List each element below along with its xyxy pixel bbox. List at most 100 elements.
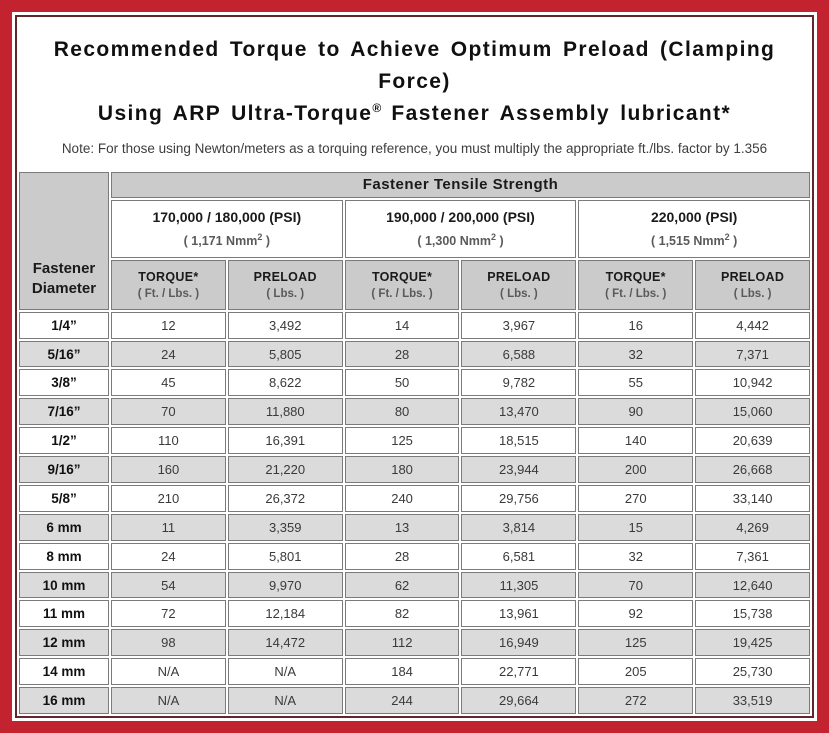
table-row: 5/8” 210 26,372 240 29,756 270 33,140 xyxy=(19,484,810,512)
value-cell: 270 xyxy=(578,484,694,512)
table-row: 5/16” 24 5,805 28 6,588 32 7,371 xyxy=(19,340,810,368)
psi-group-header-3: 220,000 (PSI) ( 1,515 Nmm2 ) xyxy=(578,199,810,258)
value-cell: 15,738 xyxy=(695,600,810,628)
value-cell: 26,372 xyxy=(227,484,343,512)
value-cell: 7,371 xyxy=(695,340,810,368)
preload-column-header-1: PRELOAD ( Lbs. ) xyxy=(227,259,343,310)
value-cell: 24 xyxy=(111,542,226,570)
table-row: 9/16” 160 21,220 180 23,944 200 26,668 xyxy=(19,456,810,483)
value-cell: 19,425 xyxy=(695,629,810,657)
value-cell: 200 xyxy=(578,456,694,483)
table-row: 6 mm 11 3,359 13 3,814 15 4,269 xyxy=(19,513,810,541)
diameter-cell: 7/16” xyxy=(19,398,109,426)
value-cell: 29,664 xyxy=(461,687,577,714)
nmm-superscript: 2 xyxy=(257,232,263,243)
tensile-header-row: Fastener Diameter Fastener Tensile Stren… xyxy=(19,171,810,310)
preload-column-header-2: PRELOAD ( Lbs. ) xyxy=(461,259,577,310)
table-row: 11 mm 72 12,184 82 13,961 92 15,738 xyxy=(19,600,810,628)
title-line-2-pre: Using ARP Ultra-Torque xyxy=(97,101,373,125)
value-cell: 18,515 xyxy=(461,427,577,455)
nmm-superscript: 2 xyxy=(724,232,730,243)
value-cell: 82 xyxy=(344,600,460,628)
value-cell: 140 xyxy=(578,427,694,455)
value-cell: 20,639 xyxy=(695,427,810,455)
table-row: 14 mm N/A N/A 184 22,771 205 25,730 xyxy=(19,658,810,686)
value-cell: 3,492 xyxy=(227,311,343,339)
value-cell: N/A xyxy=(111,658,226,686)
table-row: 16 mm N/A N/A 244 29,664 272 33,519 xyxy=(19,687,810,714)
value-cell: 240 xyxy=(344,484,460,512)
value-cell: 54 xyxy=(111,571,226,599)
value-cell: 11,305 xyxy=(461,571,577,599)
column-header-row: TORQUE* ( Ft. / Lbs. ) PRELOAD ( Lbs. ) … xyxy=(19,259,810,310)
value-cell: 50 xyxy=(344,369,460,397)
value-cell: 8,622 xyxy=(227,369,343,397)
title-line-2: Using ARP Ultra-Torque® Fastener Assembl… xyxy=(27,98,802,130)
value-cell: 70 xyxy=(578,571,694,599)
value-cell: 72 xyxy=(111,600,226,628)
psi-label: 190,000 / 200,000 (PSI) xyxy=(386,209,535,226)
value-cell: 45 xyxy=(111,369,226,397)
value-cell: 11,880 xyxy=(227,398,343,426)
table-body: 1/4” 12 3,492 14 3,967 16 4,442 5/16” 24 5,805 28 6… xyxy=(19,311,810,714)
diameter-cell: 6 mm xyxy=(19,513,109,541)
value-cell: 184 xyxy=(344,658,460,686)
nmm-superscript: 2 xyxy=(490,232,496,243)
value-cell: 90 xyxy=(578,398,694,426)
title-line-2-post: Fastener Assembly lubricant* xyxy=(381,101,732,125)
value-cell: 6,588 xyxy=(461,340,577,368)
value-cell: 205 xyxy=(578,658,694,686)
value-cell: 80 xyxy=(344,398,460,426)
value-cell: 5,801 xyxy=(227,542,343,570)
value-cell: N/A xyxy=(227,687,343,714)
psi-group-header-1: 170,000 / 180,000 (PSI) ( 1,171 Nmm2 ) xyxy=(111,199,343,258)
value-cell: 14,472 xyxy=(227,629,343,657)
value-cell: 3,814 xyxy=(461,513,577,541)
value-cell: 70 xyxy=(111,398,226,426)
page-title: Recommended Torque to Achieve Optimum Pr… xyxy=(27,34,802,130)
value-cell: 32 xyxy=(578,340,694,368)
diameter-cell: 1/2” xyxy=(19,427,109,455)
value-cell: 62 xyxy=(344,571,460,599)
value-cell: 24 xyxy=(111,340,226,368)
value-cell: 125 xyxy=(578,629,694,657)
nmm-label: ( 1,171 Nmm2 ) xyxy=(183,232,270,249)
value-cell: 5,805 xyxy=(227,340,343,368)
table-row: 8 mm 24 5,801 28 6,581 32 7,361 xyxy=(19,542,810,570)
value-cell: 3,967 xyxy=(461,311,577,339)
psi-header-row: 170,000 / 180,000 (PSI) ( 1,171 Nmm2 ) 1… xyxy=(19,199,810,258)
value-cell: 12,184 xyxy=(227,600,343,628)
note-text: Note: For those using Newton/meters as a… xyxy=(61,140,768,156)
value-cell: 11 xyxy=(111,513,226,541)
value-cell: 23,944 xyxy=(461,456,577,483)
value-cell: 9,970 xyxy=(227,571,343,599)
value-cell: 9,782 xyxy=(461,369,577,397)
value-cell: 180 xyxy=(344,456,460,483)
page: Recommended Torque to Achieve Optimum Pr… xyxy=(15,15,814,718)
value-cell: 16,391 xyxy=(227,427,343,455)
value-cell: 112 xyxy=(344,629,460,657)
value-cell: 22,771 xyxy=(461,658,577,686)
value-cell: 160 xyxy=(111,456,226,483)
value-cell: 28 xyxy=(344,542,460,570)
nmm-label: ( 1,300 Nmm2 ) xyxy=(417,232,504,249)
fastener-diameter-header: Fastener Diameter xyxy=(19,171,109,310)
value-cell: 244 xyxy=(344,687,460,714)
value-cell: 21,220 xyxy=(227,456,343,483)
value-cell: 4,269 xyxy=(695,513,810,541)
torque-table: Fastener Diameter Fastener Tensile Stren… xyxy=(17,170,812,716)
value-cell: 7,361 xyxy=(695,542,810,570)
value-cell: 26,668 xyxy=(695,456,810,483)
diameter-cell: 12 mm xyxy=(19,629,109,657)
diameter-cell: 11 mm xyxy=(19,600,109,628)
value-cell: 14 xyxy=(344,311,460,339)
title-line-1: Recommended Torque to Achieve Optimum Pr… xyxy=(53,38,776,93)
nmm-label: ( 1,515 Nmm2 ) xyxy=(651,232,738,249)
diameter-cell: 9/16” xyxy=(19,456,109,483)
torque-column-header-1: TORQUE* ( Ft. / Lbs. ) xyxy=(111,259,226,310)
value-cell: 15 xyxy=(578,513,694,541)
value-cell: 16 xyxy=(578,311,694,339)
table-row: 12 mm 98 14,472 112 16,949 125 19,425 xyxy=(19,629,810,657)
value-cell: 29,756 xyxy=(461,484,577,512)
value-cell: N/A xyxy=(111,687,226,714)
